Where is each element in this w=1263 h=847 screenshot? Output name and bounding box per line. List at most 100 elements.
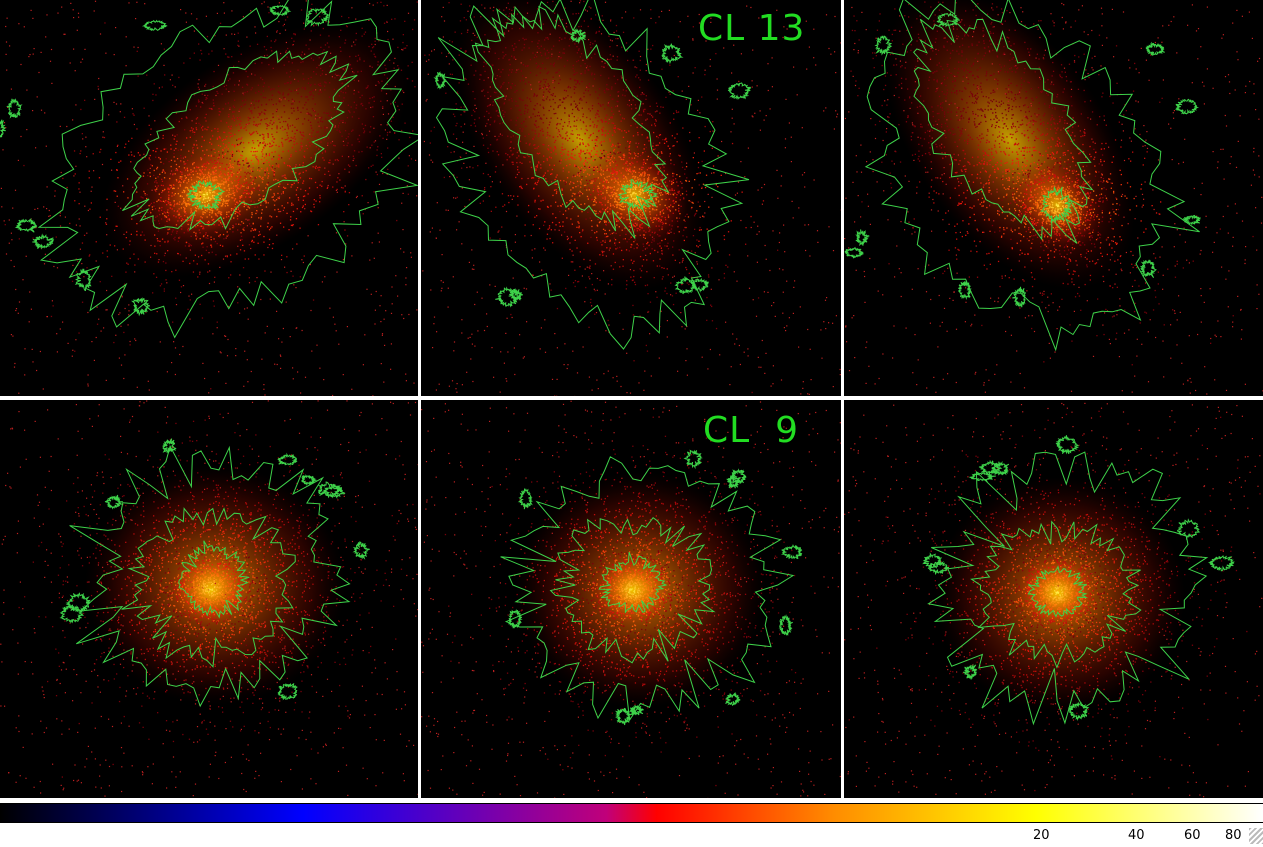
- emission-glow: [885, 0, 1135, 290]
- photon-events: [844, 1, 1263, 395]
- cluster-9-panel-1: [0, 400, 418, 798]
- contour-line: [1027, 565, 1088, 618]
- photon-events: [0, 0, 418, 396]
- colorbar-tick-60: 60: [1184, 828, 1201, 843]
- contour-island: [277, 682, 298, 701]
- contour-island: [844, 246, 864, 259]
- contour-island: [921, 552, 942, 569]
- contour-island: [1068, 701, 1090, 721]
- photon-events: [421, 400, 841, 798]
- contour-island: [0, 119, 6, 138]
- contour-island: [74, 268, 92, 292]
- contour-island: [990, 460, 1010, 476]
- contour-island: [517, 487, 533, 510]
- cluster-13-panel-3: [844, 0, 1263, 396]
- colorbar-tick-20: 20: [1033, 828, 1050, 843]
- contour-island: [162, 438, 177, 454]
- contour-island: [322, 485, 346, 500]
- photon-events: [844, 402, 1263, 798]
- contour-island: [131, 297, 151, 317]
- contour-island: [433, 71, 447, 90]
- contour-island: [614, 707, 632, 726]
- contour-island: [874, 35, 893, 56]
- colorbar: [0, 803, 1263, 823]
- contour-island: [508, 288, 523, 301]
- colorbar-tick-40: 40: [1128, 828, 1145, 843]
- contour-line: [913, 18, 1094, 244]
- contour-island: [1012, 286, 1027, 308]
- contour-island: [269, 4, 292, 17]
- contour-island: [300, 474, 317, 486]
- contour-island: [1145, 41, 1165, 56]
- cluster-9-label: CL 9: [703, 410, 799, 451]
- contour-island: [683, 449, 703, 470]
- contour-line: [598, 552, 668, 614]
- xray-image: [844, 402, 1263, 798]
- contour-island: [14, 217, 38, 233]
- contour-line: [927, 451, 1209, 726]
- cluster-13-panel-1: [0, 0, 418, 396]
- contour-island: [780, 544, 803, 560]
- contour-line: [1040, 185, 1072, 224]
- contour-island: [352, 541, 370, 560]
- contour-line: [37, 0, 418, 339]
- xray-image: [422, 0, 841, 396]
- contour-island: [674, 276, 697, 295]
- contour-island: [495, 286, 519, 308]
- contour-island: [305, 7, 330, 27]
- contour-island: [141, 19, 168, 32]
- contour-island: [6, 98, 23, 119]
- contour-island: [855, 229, 870, 247]
- contour-island: [725, 691, 741, 706]
- photon-events: [422, 0, 841, 396]
- image-grid: CL 13 CL 9: [0, 0, 1263, 798]
- contour-line: [970, 520, 1142, 669]
- contour-line: [186, 179, 226, 211]
- cluster-13-label: CL 13: [698, 8, 806, 49]
- contour-island: [726, 475, 742, 489]
- contour-line: [617, 178, 659, 211]
- contour-line: [549, 517, 716, 664]
- contour-island: [661, 43, 684, 65]
- contour-island: [957, 281, 972, 300]
- contour-line: [122, 50, 358, 231]
- contour-island: [32, 233, 55, 250]
- contour-island: [727, 82, 752, 100]
- contour-island: [778, 614, 793, 636]
- contour-line: [864, 0, 1200, 352]
- contour-line: [474, 5, 670, 239]
- colorbar-area: 20 40 60 80: [0, 798, 1263, 847]
- contour-line: [121, 507, 296, 668]
- contour-island: [729, 468, 747, 485]
- xray-image: [421, 400, 841, 798]
- contour-island: [1175, 98, 1200, 115]
- contour-line: [435, 0, 750, 350]
- contour-island: [978, 459, 1003, 475]
- cluster-13-panel-2: CL 13: [421, 0, 841, 396]
- contour-island: [963, 663, 978, 680]
- contour-island: [59, 604, 85, 624]
- contour-island: [1140, 259, 1157, 279]
- xray-image: [0, 400, 418, 797]
- emission-glow: [587, 550, 677, 630]
- resize-grip-icon[interactable]: [1249, 828, 1263, 844]
- colorbar-tick-80: 80: [1225, 828, 1242, 843]
- contour-island: [1207, 555, 1236, 572]
- contour-island: [104, 494, 123, 510]
- contour-line: [500, 456, 795, 722]
- xray-image: [0, 0, 418, 396]
- contour-island: [1055, 435, 1080, 455]
- contour-island: [1182, 214, 1202, 226]
- contour-line: [178, 540, 250, 619]
- contour-island: [65, 592, 91, 613]
- contour-island: [1176, 518, 1201, 541]
- contour-island: [507, 608, 523, 629]
- contour-island: [968, 471, 996, 483]
- cluster-9-panel-2: CL 9: [421, 400, 841, 798]
- contour-island: [317, 481, 342, 499]
- contour-island: [570, 28, 586, 44]
- contour-island: [936, 11, 960, 28]
- xray-image: [844, 0, 1263, 395]
- contour-line: [69, 444, 351, 708]
- cluster-9-panel-3: [844, 400, 1263, 798]
